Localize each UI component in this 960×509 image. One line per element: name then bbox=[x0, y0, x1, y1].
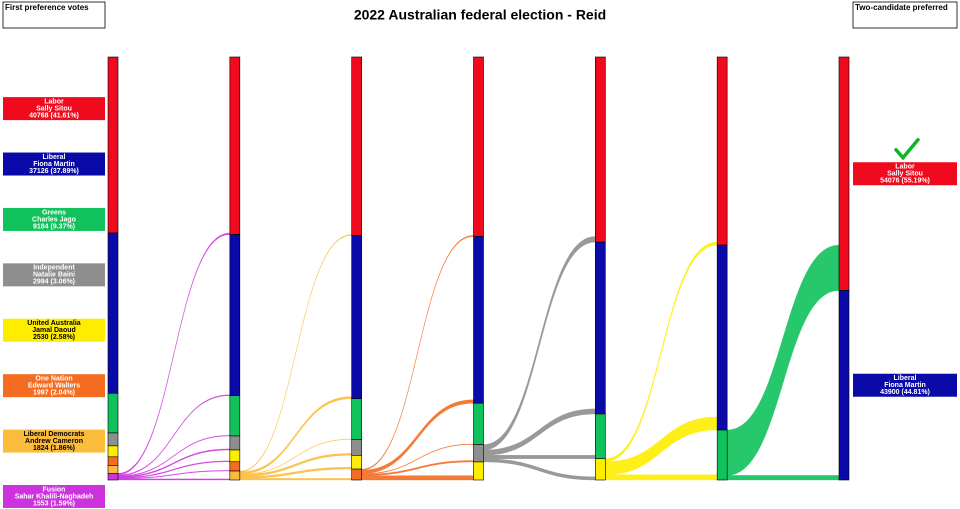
right-title-box bbox=[852, 1, 958, 29]
bar-segment bbox=[595, 241, 606, 415]
left-label-votes: 40768 (41.61%) bbox=[29, 112, 79, 119]
bar-segment bbox=[716, 56, 728, 246]
left-label-box bbox=[3, 374, 105, 398]
right-label-box bbox=[853, 373, 957, 397]
bar-segment bbox=[473, 402, 484, 445]
left-label-name: Fiona Martin bbox=[33, 161, 75, 168]
left-label-votes: 2994 (3.06%) bbox=[33, 279, 75, 286]
bar-segment bbox=[229, 56, 241, 235]
bar-segment bbox=[473, 56, 484, 237]
bar-segment bbox=[595, 56, 606, 243]
bar-segment bbox=[351, 235, 362, 399]
flow bbox=[483, 455, 596, 459]
bar-segment bbox=[107, 456, 119, 466]
bar-segment bbox=[229, 395, 241, 437]
bar-segment bbox=[229, 234, 241, 396]
bar-segment bbox=[107, 232, 119, 394]
bar-segment bbox=[595, 458, 606, 481]
bar-segment bbox=[351, 56, 362, 236]
bar-segment bbox=[473, 444, 484, 463]
bar-segment bbox=[107, 56, 119, 234]
left-label-name: Jamal Daoud bbox=[32, 327, 76, 334]
left-label-party: Fusion bbox=[43, 486, 66, 493]
bar-segment bbox=[595, 413, 606, 460]
left-label-name: Sally Sitou bbox=[36, 105, 72, 112]
left-label-box bbox=[3, 485, 105, 508]
bar-segment bbox=[351, 439, 362, 456]
bar-segment bbox=[107, 392, 119, 434]
left-title-box bbox=[2, 1, 106, 29]
left-label-box bbox=[3, 207, 105, 231]
left-label-party: Independent bbox=[33, 265, 75, 272]
left-label-votes: 2530 (2.58%) bbox=[33, 334, 75, 341]
bar-segment bbox=[107, 465, 119, 474]
left-label-box bbox=[3, 429, 105, 453]
bar-segment bbox=[351, 455, 362, 470]
left-label-box bbox=[3, 318, 105, 342]
bar-segment bbox=[229, 435, 241, 451]
flow bbox=[361, 475, 474, 481]
left-label-party: Liberal Democrats bbox=[23, 431, 84, 438]
bar-segment bbox=[351, 398, 362, 440]
left-title: First preference votes bbox=[5, 3, 89, 12]
left-label-votes: 1997 (2.04%) bbox=[33, 390, 75, 397]
left-label-party: Liberal bbox=[43, 154, 66, 161]
right-label-box bbox=[853, 162, 957, 186]
left-label-votes: 1824 (1.86%) bbox=[33, 445, 75, 452]
right-label-votes: 43900 (44.81%) bbox=[880, 389, 930, 396]
bar-segment bbox=[229, 470, 241, 481]
left-label-party: Greens bbox=[42, 209, 66, 216]
winner-check bbox=[894, 137, 920, 161]
bar-segment bbox=[838, 56, 850, 291]
right-label-name: Fiona Martin bbox=[884, 382, 926, 389]
bar-segment bbox=[716, 244, 728, 431]
bar-segment bbox=[107, 445, 119, 458]
bar-segment bbox=[473, 461, 484, 481]
left-label-box bbox=[3, 152, 105, 176]
right-title: Two-candidate preferred bbox=[855, 3, 948, 12]
bar-segment bbox=[107, 432, 119, 447]
left-label-votes: 9184 (9.37%) bbox=[33, 223, 75, 230]
chart-title: 2022 Australian federal election - Reid bbox=[354, 7, 606, 23]
bar-segment bbox=[473, 236, 484, 404]
flow bbox=[605, 474, 718, 481]
right-label-party: Labor bbox=[895, 164, 915, 171]
bar-segment bbox=[838, 290, 850, 481]
bar-segment bbox=[107, 472, 119, 481]
left-label-name: Edward Walters bbox=[28, 383, 80, 390]
left-label-party: One Nation bbox=[35, 376, 72, 383]
left-label-box bbox=[3, 263, 105, 287]
right-label-name: Sally Sitou bbox=[887, 171, 923, 178]
left-label-votes: 37126 (37.89%) bbox=[29, 168, 79, 175]
flow bbox=[239, 478, 352, 481]
left-label-name: Natalie Baini bbox=[33, 272, 75, 279]
bar-segment bbox=[229, 461, 241, 472]
left-label-box bbox=[3, 97, 105, 121]
flow bbox=[727, 475, 840, 481]
bar-segment bbox=[229, 449, 241, 463]
bar-segment bbox=[716, 429, 728, 481]
bar-segment bbox=[351, 468, 362, 481]
left-label-name: Charles Jago bbox=[32, 216, 76, 223]
flow bbox=[117, 478, 230, 481]
left-label-name: Andrew Cameron bbox=[25, 438, 83, 445]
left-label-party: Labor bbox=[44, 98, 64, 105]
left-label-party: United Australia bbox=[27, 320, 81, 327]
right-label-party: Liberal bbox=[894, 375, 917, 382]
right-label-votes: 54076 (55.19%) bbox=[880, 178, 930, 185]
left-label-votes: 1553 (1.59%) bbox=[33, 500, 75, 507]
left-label-name: Sahar Khalili-Naghadeh bbox=[15, 493, 94, 500]
